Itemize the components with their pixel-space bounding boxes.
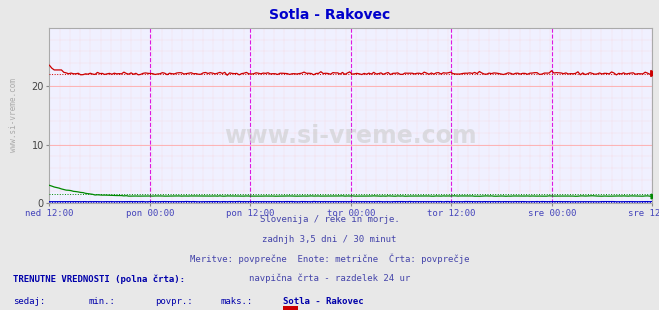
Text: TRENUTNE VREDNOSTI (polna črta):: TRENUTNE VREDNOSTI (polna črta): (13, 274, 185, 284)
Text: povpr.:: povpr.: (155, 297, 192, 306)
Text: maks.:: maks.: (221, 297, 253, 306)
Text: Slovenija / reke in morje.: Slovenija / reke in morje. (260, 215, 399, 224)
Text: min.:: min.: (89, 297, 116, 306)
Text: www.si-vreme.com: www.si-vreme.com (9, 78, 18, 153)
Text: www.si-vreme.com: www.si-vreme.com (225, 125, 477, 148)
Text: zadnjh 3,5 dni / 30 minut: zadnjh 3,5 dni / 30 minut (262, 235, 397, 244)
Text: Sotla - Rakovec: Sotla - Rakovec (269, 8, 390, 22)
Text: Sotla - Rakovec: Sotla - Rakovec (283, 297, 364, 306)
Text: Meritve: povprečne  Enote: metrične  Črta: povprečje: Meritve: povprečne Enote: metrične Črta:… (190, 254, 469, 264)
Text: sedaj:: sedaj: (13, 297, 45, 306)
Text: navpična črta - razdelek 24 ur: navpična črta - razdelek 24 ur (249, 273, 410, 283)
